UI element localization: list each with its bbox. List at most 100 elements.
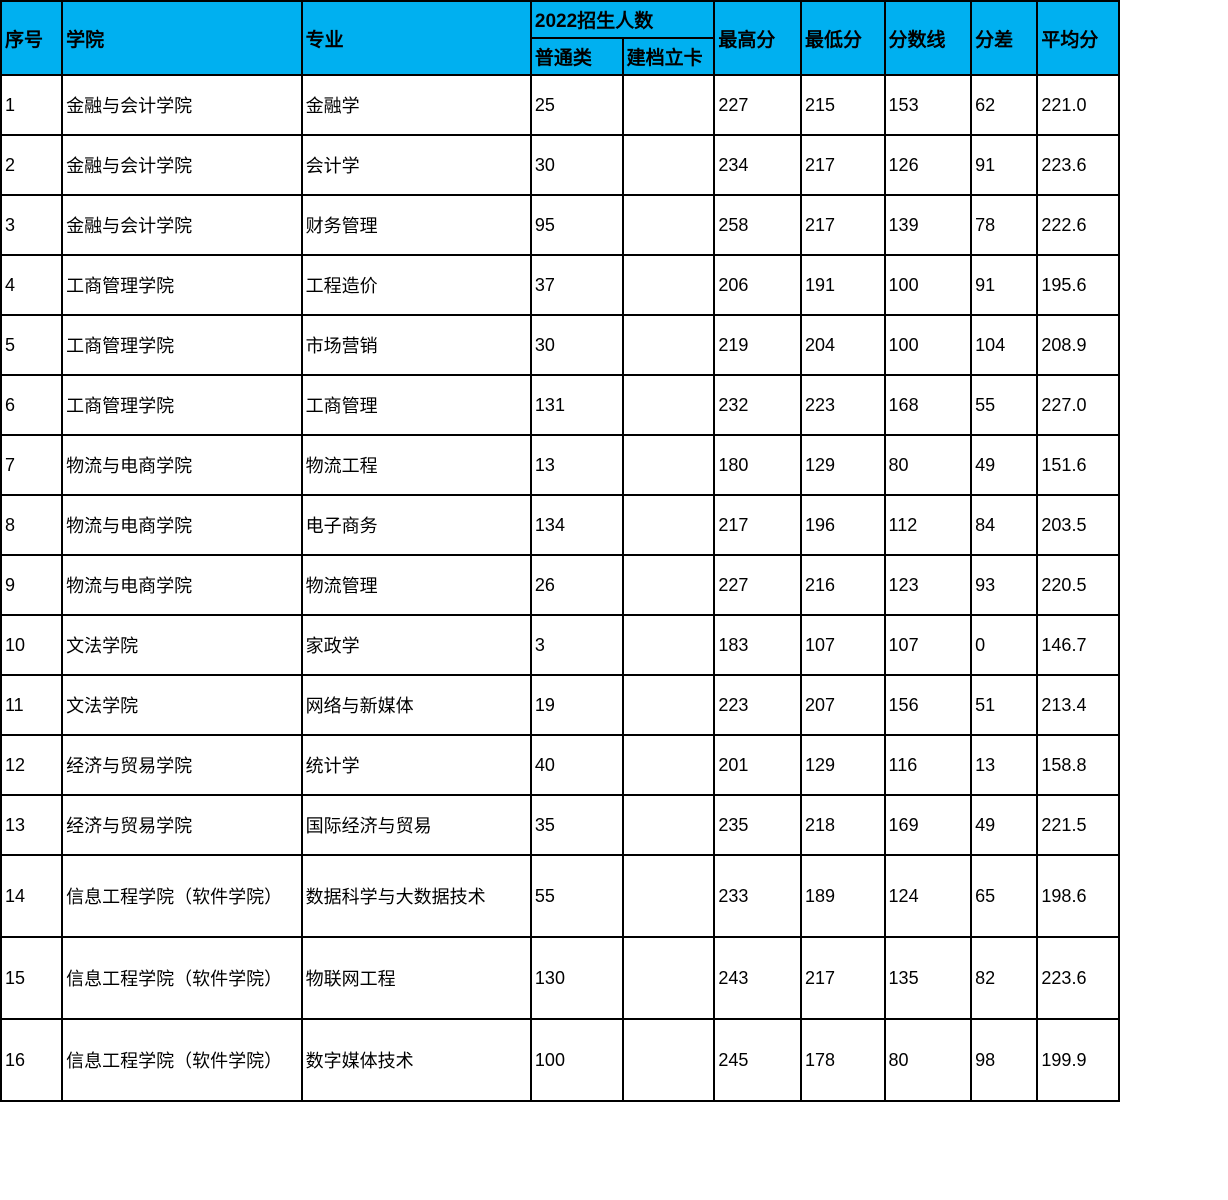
cell-general: 30 <box>531 315 623 375</box>
cell-general: 13 <box>531 435 623 495</box>
header-enrollment-group: 2022招生人数 <box>531 1 714 38</box>
cell-seq: 9 <box>1 555 62 615</box>
table-row: 3金融与会计学院财务管理9525821713978222.6 <box>1 195 1119 255</box>
cell-min: 215 <box>801 75 885 135</box>
cell-seq: 6 <box>1 375 62 435</box>
cell-min: 196 <box>801 495 885 555</box>
table-row: 2金融与会计学院会计学3023421712691223.6 <box>1 135 1119 195</box>
cell-avg: 223.6 <box>1037 937 1119 1019</box>
cell-diff: 55 <box>971 375 1037 435</box>
table-row: 12经济与贸易学院统计学4020112911613158.8 <box>1 735 1119 795</box>
cell-min: 217 <box>801 135 885 195</box>
cell-avg: 221.0 <box>1037 75 1119 135</box>
cell-major: 家政学 <box>302 615 531 675</box>
table-body: 1金融与会计学院金融学2522721515362221.02金融与会计学院会计学… <box>1 75 1119 1101</box>
cell-min: 189 <box>801 855 885 937</box>
cell-seq: 10 <box>1 615 62 675</box>
cell-card <box>623 615 715 675</box>
cell-max: 219 <box>714 315 801 375</box>
cell-card <box>623 855 715 937</box>
header-min: 最低分 <box>801 1 885 75</box>
cell-card <box>623 315 715 375</box>
cell-max: 232 <box>714 375 801 435</box>
cell-general: 3 <box>531 615 623 675</box>
cell-avg: 208.9 <box>1037 315 1119 375</box>
cell-diff: 78 <box>971 195 1037 255</box>
cell-major: 金融学 <box>302 75 531 135</box>
cell-line: 116 <box>885 735 972 795</box>
cell-seq: 11 <box>1 675 62 735</box>
table-row: 14信息工程学院（软件学院）数据科学与大数据技术5523318912465198… <box>1 855 1119 937</box>
cell-card <box>623 675 715 735</box>
cell-diff: 0 <box>971 615 1037 675</box>
cell-diff: 51 <box>971 675 1037 735</box>
cell-max: 234 <box>714 135 801 195</box>
cell-min: 129 <box>801 735 885 795</box>
cell-diff: 84 <box>971 495 1037 555</box>
table-row: 7物流与电商学院物流工程131801298049151.6 <box>1 435 1119 495</box>
table-row: 6工商管理学院工商管理13123222316855227.0 <box>1 375 1119 435</box>
cell-general: 55 <box>531 855 623 937</box>
cell-college: 文法学院 <box>62 615 301 675</box>
cell-avg: 221.5 <box>1037 795 1119 855</box>
cell-line: 139 <box>885 195 972 255</box>
cell-avg: 213.4 <box>1037 675 1119 735</box>
table-row: 16信息工程学院（软件学院）数字媒体技术1002451788098199.9 <box>1 1019 1119 1101</box>
cell-diff: 82 <box>971 937 1037 1019</box>
cell-card <box>623 135 715 195</box>
cell-college: 信息工程学院（软件学院） <box>62 937 301 1019</box>
cell-line: 123 <box>885 555 972 615</box>
cell-avg: 227.0 <box>1037 375 1119 435</box>
header-card: 建档立卡 <box>623 38 715 75</box>
cell-seq: 15 <box>1 937 62 1019</box>
header-max: 最高分 <box>714 1 801 75</box>
cell-seq: 2 <box>1 135 62 195</box>
cell-college: 信息工程学院（软件学院） <box>62 855 301 937</box>
cell-general: 19 <box>531 675 623 735</box>
cell-seq: 8 <box>1 495 62 555</box>
cell-min: 191 <box>801 255 885 315</box>
cell-line: 126 <box>885 135 972 195</box>
cell-line: 100 <box>885 315 972 375</box>
cell-seq: 12 <box>1 735 62 795</box>
cell-general: 37 <box>531 255 623 315</box>
admission-table: 序号 学院 专业 2022招生人数 最高分 最低分 分数线 分差 平均分 普通类… <box>0 0 1120 1102</box>
cell-major: 统计学 <box>302 735 531 795</box>
cell-seq: 5 <box>1 315 62 375</box>
table-row: 13经济与贸易学院国际经济与贸易3523521816949221.5 <box>1 795 1119 855</box>
cell-major: 会计学 <box>302 135 531 195</box>
cell-line: 124 <box>885 855 972 937</box>
cell-college: 经济与贸易学院 <box>62 735 301 795</box>
cell-avg: 222.6 <box>1037 195 1119 255</box>
cell-card <box>623 375 715 435</box>
cell-max: 180 <box>714 435 801 495</box>
table-row: 11文法学院网络与新媒体1922320715651213.4 <box>1 675 1119 735</box>
cell-avg: 146.7 <box>1037 615 1119 675</box>
cell-diff: 62 <box>971 75 1037 135</box>
cell-avg: 151.6 <box>1037 435 1119 495</box>
cell-diff: 98 <box>971 1019 1037 1101</box>
cell-college: 物流与电商学院 <box>62 435 301 495</box>
cell-max: 233 <box>714 855 801 937</box>
cell-general: 95 <box>531 195 623 255</box>
cell-diff: 93 <box>971 555 1037 615</box>
cell-line: 112 <box>885 495 972 555</box>
cell-college: 信息工程学院（软件学院） <box>62 1019 301 1101</box>
cell-general: 25 <box>531 75 623 135</box>
cell-diff: 91 <box>971 135 1037 195</box>
cell-card <box>623 75 715 135</box>
cell-avg: 203.5 <box>1037 495 1119 555</box>
cell-college: 工商管理学院 <box>62 315 301 375</box>
cell-general: 100 <box>531 1019 623 1101</box>
header-college: 学院 <box>62 1 301 75</box>
cell-line: 80 <box>885 1019 972 1101</box>
cell-diff: 49 <box>971 435 1037 495</box>
cell-min: 178 <box>801 1019 885 1101</box>
cell-card <box>623 1019 715 1101</box>
cell-min: 129 <box>801 435 885 495</box>
cell-line: 169 <box>885 795 972 855</box>
cell-min: 218 <box>801 795 885 855</box>
cell-major: 国际经济与贸易 <box>302 795 531 855</box>
cell-avg: 220.5 <box>1037 555 1119 615</box>
cell-card <box>623 195 715 255</box>
